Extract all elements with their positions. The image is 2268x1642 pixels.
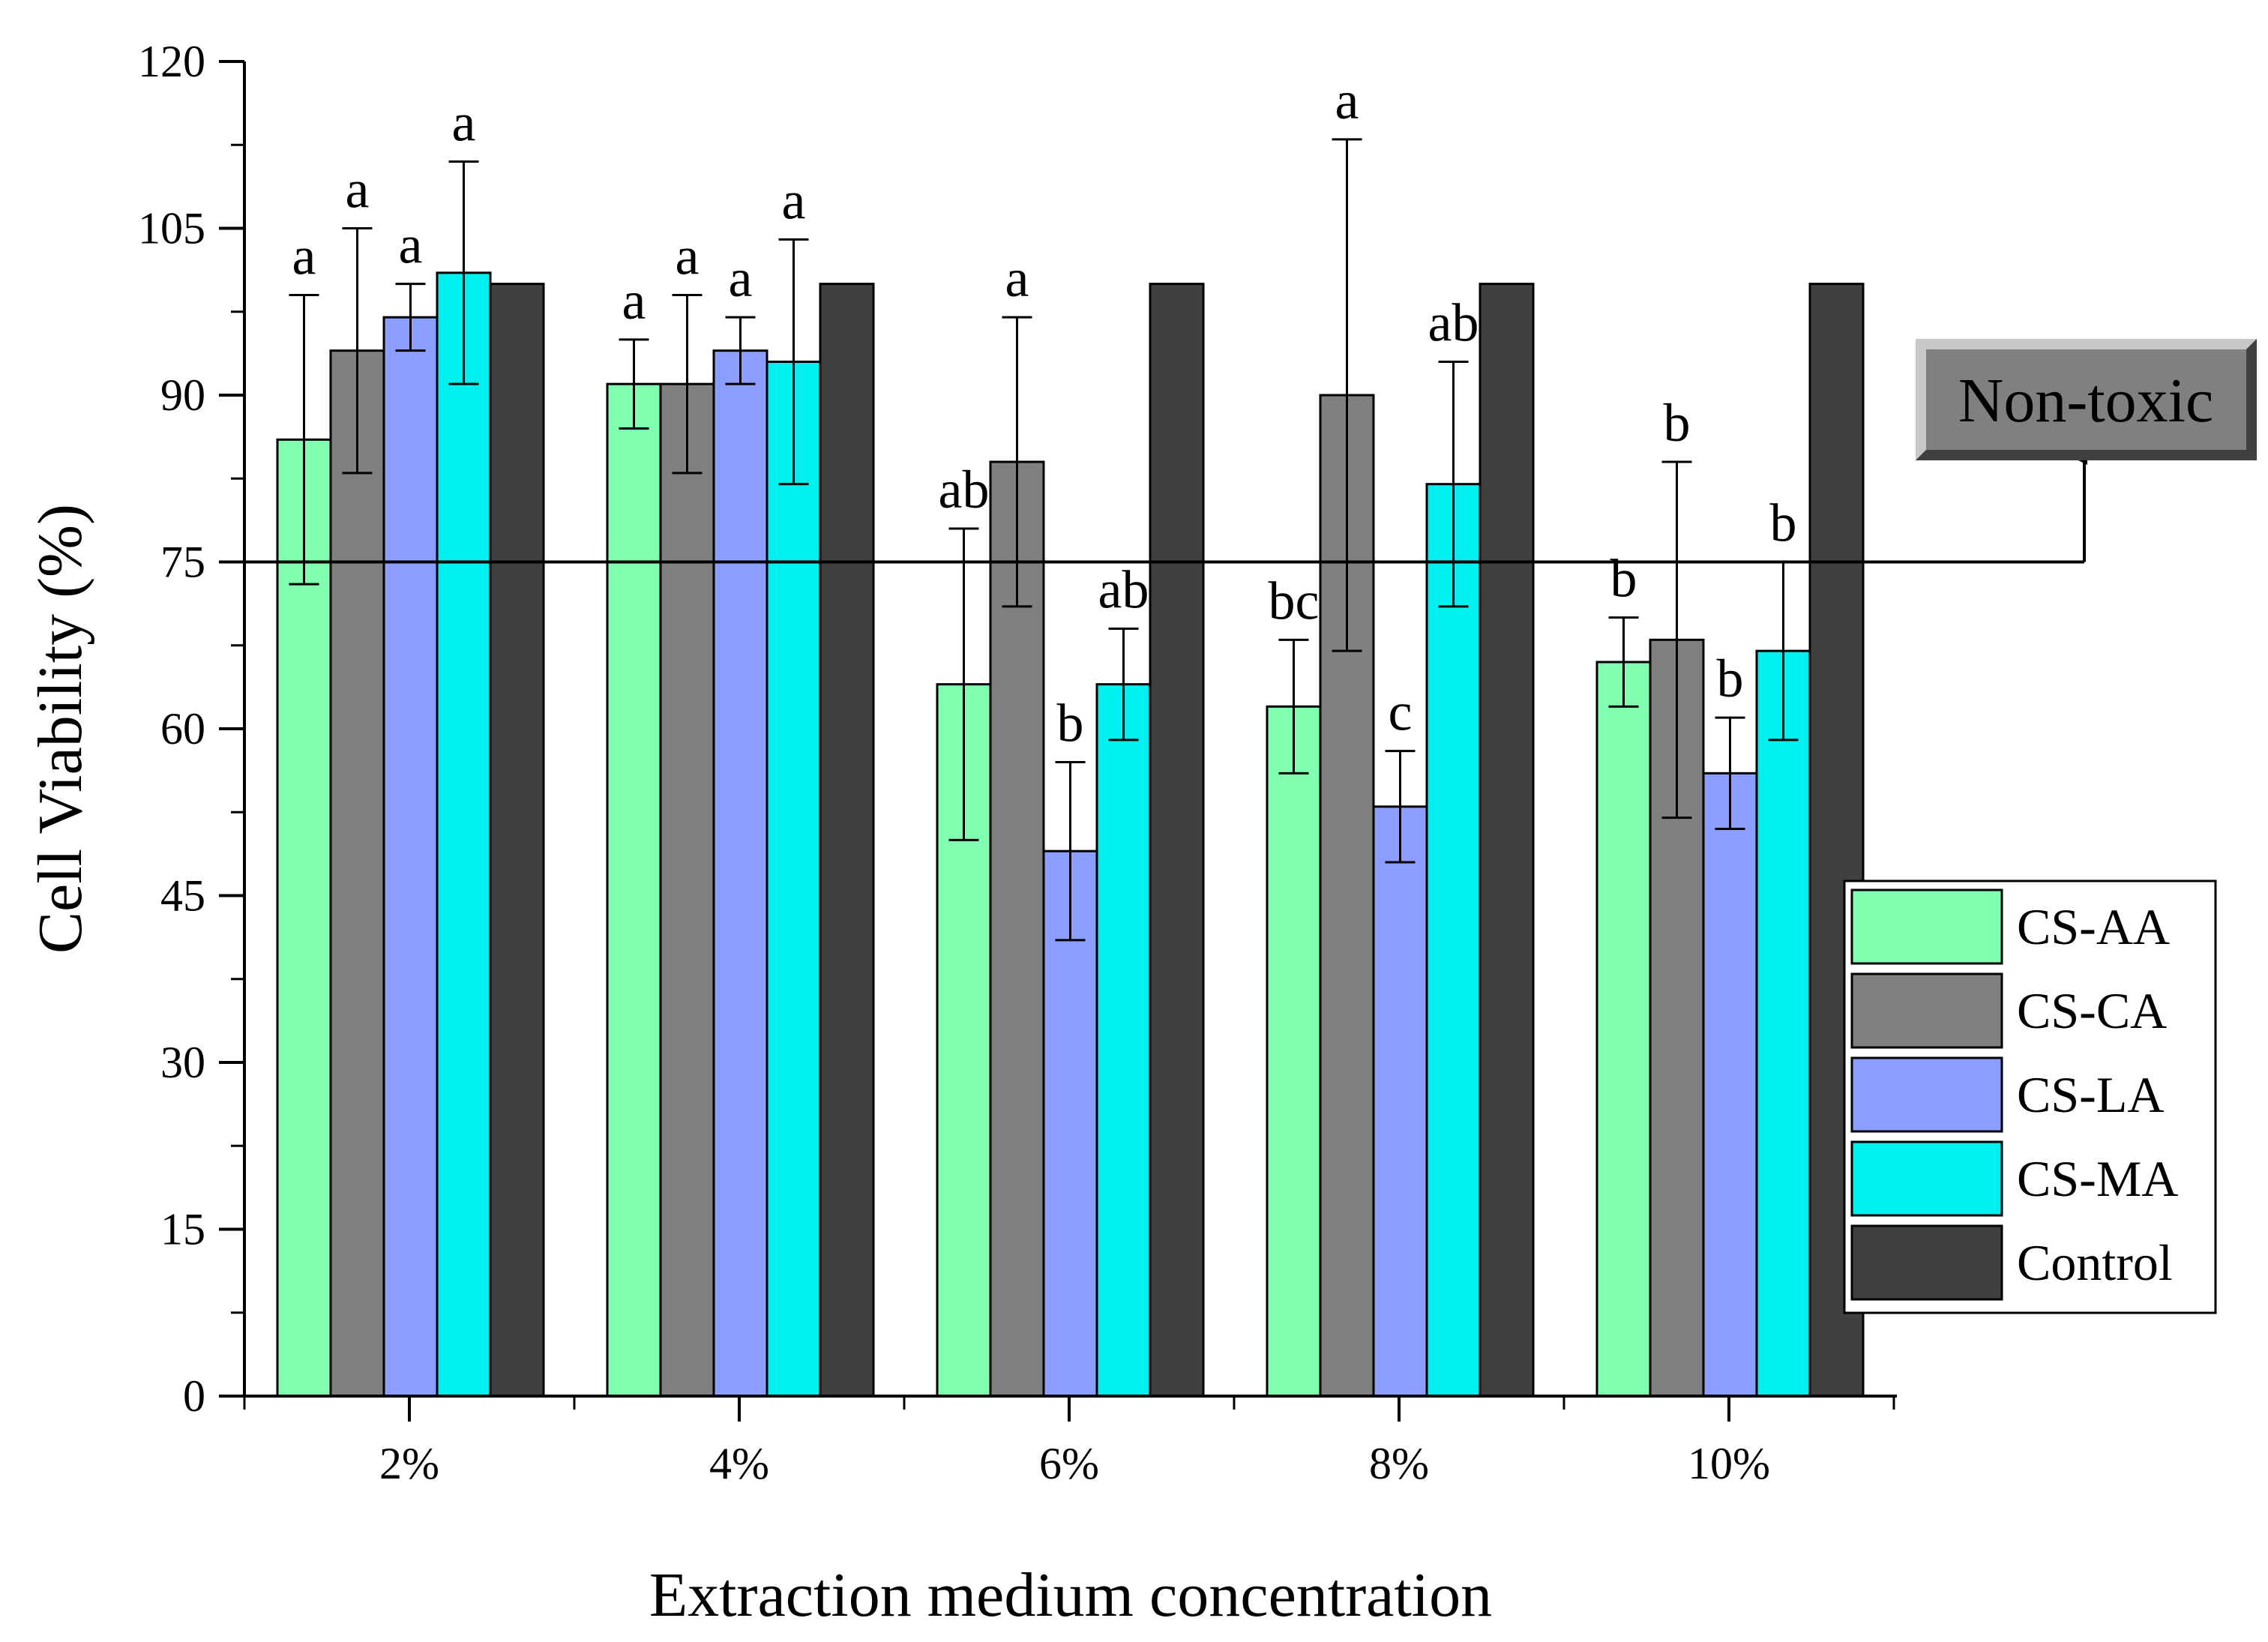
legend-swatch-cs-ma: [1850, 1140, 2003, 1217]
bar-cs-ma-8pct: [1425, 483, 1482, 1398]
x-tick-label: 4%: [709, 1439, 769, 1488]
legend-swatch-cs-la: [1850, 1056, 2003, 1133]
significance-label: ab: [939, 460, 990, 520]
significance-label: a: [1335, 70, 1359, 130]
bar-cs-la-8pct: [1372, 805, 1428, 1398]
x-tick-label: 8%: [1369, 1439, 1429, 1488]
significance-label: b: [1057, 694, 1084, 754]
legend: CS-AA CS-CA CS-LA CS-MA Control: [1843, 879, 2217, 1314]
x-tick-label: 6%: [1039, 1439, 1099, 1488]
bar-cs-la-10pct: [1702, 772, 1758, 1398]
x-tick-label: 10%: [1688, 1439, 1770, 1488]
annotation-box-face: [1926, 349, 2246, 450]
y-tick-label: 60: [160, 704, 205, 754]
bar-cs-ma-4pct: [765, 361, 822, 1398]
y-tick-label: 75: [160, 538, 205, 587]
legend-label-cs-aa: CS-AA: [2017, 898, 2170, 955]
significance-label: a: [782, 170, 806, 230]
bar-control-4pct: [819, 283, 875, 1398]
bar-cs-ca-4pct: [659, 382, 715, 1398]
legend-label-control: Control: [2017, 1234, 2173, 1291]
significance-label: a: [346, 160, 370, 220]
bar-cs-aa-8pct: [1266, 705, 1322, 1398]
y-tick-label: 30: [160, 1038, 205, 1087]
legend-swatch-cs-ca: [1850, 972, 2003, 1049]
bar-cs-ca-2pct: [329, 349, 385, 1398]
bar-control-8pct: [1479, 283, 1535, 1398]
y-tick-label: 15: [160, 1205, 205, 1254]
significance-label: b: [1770, 493, 1797, 553]
error-bars-layer: [289, 138, 1799, 942]
y-axis-title: Cell Viability (%): [25, 504, 95, 954]
significance-label: a: [452, 93, 476, 153]
significance-label: a: [1005, 248, 1029, 308]
significance-label: a: [676, 226, 700, 286]
significance-label: ab: [1428, 293, 1479, 353]
significance-label: a: [729, 248, 753, 308]
bar-cs-ma-10pct: [1755, 649, 1811, 1398]
threshold-layer: Non-toxic: [244, 339, 2257, 564]
legend-swatch-control: [1850, 1224, 2003, 1301]
bar-cs-la-2pct: [382, 316, 439, 1398]
significance-label: bc: [1269, 571, 1320, 631]
legend-label-cs-ma: CS-MA: [2017, 1150, 2178, 1207]
bars-layer: [276, 271, 1865, 1398]
bar-cs-ma-2pct: [436, 271, 492, 1398]
significance-label: b: [1717, 649, 1744, 709]
bar-control-6pct: [1149, 283, 1205, 1398]
bar-cs-aa-10pct: [1595, 661, 1652, 1398]
significance-label: a: [292, 226, 316, 286]
bar-cs-aa-2pct: [276, 438, 332, 1398]
y-tick-label: 90: [160, 370, 205, 420]
y-tick-label: 0: [183, 1371, 205, 1421]
x-axis-title: Extraction medium concentration: [649, 1560, 1492, 1630]
significance-label: b: [1610, 549, 1637, 609]
legend-swatch-cs-aa: [1850, 888, 2003, 965]
axes-layer: 0 15 30 45 60 75 90 105 120 2% 4% 6% 8% 10% Extraction…: [25, 37, 1897, 1630]
y-tick-label: 45: [160, 871, 205, 921]
significance-label: ab: [1098, 560, 1149, 620]
legend-label-cs-ca: CS-CA: [2017, 982, 2167, 1039]
annotation-label: Non-toxic: [1958, 366, 2214, 436]
y-tick-label: 120: [138, 37, 205, 86]
x-tick-label: 2%: [379, 1439, 439, 1488]
legend-label-cs-la: CS-LA: [2017, 1066, 2164, 1123]
significance-label: a: [622, 271, 646, 331]
bar-cs-aa-4pct: [606, 382, 662, 1398]
bar-cs-la-4pct: [712, 349, 768, 1398]
significance-label: c: [1389, 682, 1413, 742]
significance-label: b: [1664, 393, 1691, 453]
significance-label: a: [399, 215, 423, 275]
bar-cs-ca-6pct: [989, 460, 1045, 1398]
bar-control-2pct: [489, 283, 545, 1398]
bar-cs-ma-6pct: [1095, 683, 1152, 1398]
y-tick-label: 105: [138, 204, 205, 253]
